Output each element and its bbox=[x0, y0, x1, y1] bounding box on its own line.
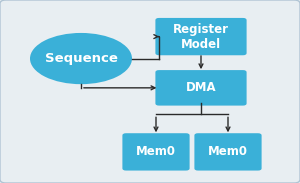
FancyBboxPatch shape bbox=[155, 18, 247, 55]
FancyBboxPatch shape bbox=[122, 133, 190, 171]
Text: Sequence: Sequence bbox=[45, 52, 117, 65]
FancyBboxPatch shape bbox=[155, 70, 247, 106]
Text: Mem0: Mem0 bbox=[136, 145, 176, 158]
Text: DMA: DMA bbox=[186, 81, 216, 94]
Text: Register
Model: Register Model bbox=[173, 23, 229, 51]
FancyBboxPatch shape bbox=[194, 133, 262, 171]
Text: Mem0: Mem0 bbox=[208, 145, 248, 158]
Ellipse shape bbox=[30, 33, 132, 84]
